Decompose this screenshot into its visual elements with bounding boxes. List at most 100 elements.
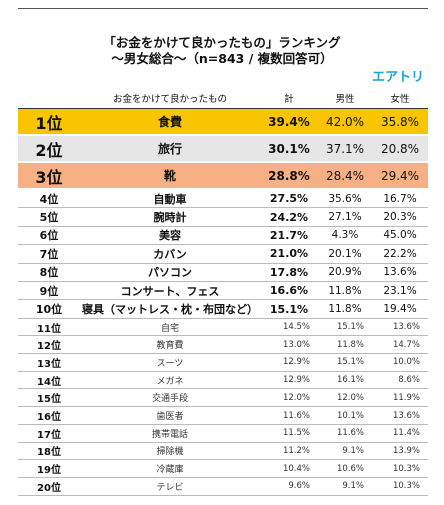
male-cell: 35.6% xyxy=(318,190,372,209)
total-cell: 17.8% xyxy=(260,264,318,282)
title: 「お金をかけて良かったもの」ランキング xyxy=(103,35,341,50)
rank-cell: 13位 xyxy=(18,354,80,372)
item-cell: テレビ xyxy=(80,478,260,496)
rank-cell: 6位 xyxy=(18,227,80,246)
column-header: 計 xyxy=(260,88,318,109)
rank-cell: 14位 xyxy=(18,372,80,390)
ranking-table: お金をかけて良かったもの計男性 女性 1位 食費 39.4% 42.0% 35.8% 2位 旅行… xyxy=(18,88,428,496)
total-cell: 16.6% xyxy=(260,282,318,301)
male-cell: 9.1% xyxy=(318,478,372,496)
total-cell: 13.0% xyxy=(260,336,318,355)
top-rule xyxy=(18,8,428,9)
total-cell: 39.4% xyxy=(260,109,318,136)
female-cell: 13.6% xyxy=(372,407,428,425)
item-cell: コンサート、フェス xyxy=(80,282,260,301)
table-row: 14位 メガネ 12.9% 16.1% 8.6% xyxy=(18,372,428,390)
table-row: 15位 交通手段 12.0% 12.0% 11.9% xyxy=(18,389,428,408)
total-cell: 21.7% xyxy=(260,227,318,246)
female-cell: 20.3% xyxy=(372,208,428,227)
male-cell: 37.1% xyxy=(318,136,372,163)
table-row: 4位 自動車 27.5% 35.6% 16.7% xyxy=(18,190,428,209)
item-cell: 腕時計 xyxy=(80,208,260,227)
male-cell: 12.0% xyxy=(318,389,372,408)
table-row: 3位靴 28.8% 28.4% 29.4% xyxy=(18,163,428,190)
female-cell: 20.8% xyxy=(372,136,428,163)
male-cell: 10.1% xyxy=(318,407,372,425)
rank-cell: 19位 xyxy=(18,460,80,478)
item-cell: 靴 xyxy=(80,163,260,190)
female-cell: 13.9% xyxy=(372,443,428,461)
total-cell: 14.5% xyxy=(260,319,318,337)
item-cell: パソコン xyxy=(80,264,260,282)
male-cell: 15.1% xyxy=(318,354,372,372)
male-cell: 16.1% xyxy=(318,372,372,390)
total-cell: 15.1% xyxy=(260,300,318,319)
female-cell: 13.6% xyxy=(372,319,428,337)
female-cell: 19.4% xyxy=(372,300,428,319)
item-cell: 自動車 xyxy=(80,190,260,209)
item-cell: 旅行 xyxy=(80,136,260,163)
total-cell: 30.1% xyxy=(260,136,318,163)
subtitle: ～男女総合～（n=843 / 複数回答可） xyxy=(111,51,333,66)
table-row: 19位 冷蔵庫 10.4% 10.6% 10.3% xyxy=(18,460,428,478)
item-cell: 歯医者 xyxy=(80,407,260,425)
male-cell: 27.1% xyxy=(318,208,372,227)
female-cell: 29.4% xyxy=(372,163,428,190)
table-row: 20位 テレビ 9.6% 9.1% 10.3% xyxy=(18,478,428,496)
total-cell: 11.5% xyxy=(260,425,318,443)
total-cell: 9.6% xyxy=(260,478,318,496)
rank-cell: 16位 xyxy=(18,407,80,425)
male-cell: 15.1% xyxy=(318,319,372,337)
table-row: 6位 美容 21.7% 4.3% 45.0% xyxy=(18,227,428,246)
female-cell: 10.0% xyxy=(372,354,428,372)
female-cell: 45.0% xyxy=(372,227,428,246)
rank-cell: 5位 xyxy=(18,208,80,227)
total-cell: 10.4% xyxy=(260,460,318,478)
male-cell: 42.0% xyxy=(318,109,372,136)
male-cell: 11.6% xyxy=(318,425,372,443)
table-row: 7位 カバン 21.0% 20.1% 22.2% xyxy=(18,245,428,264)
rank-cell: 4位 xyxy=(18,190,80,209)
table-row: 18位 掃除機 11.2% 9.1% 13.9% xyxy=(18,443,428,461)
total-cell: 12.9% xyxy=(260,354,318,372)
rank-cell: 3位 xyxy=(18,163,80,190)
female-cell: 35.8% xyxy=(372,109,428,136)
item-cell: 交通手段 xyxy=(80,389,260,408)
rank-cell: 15位 xyxy=(18,389,80,408)
item-cell: 冷蔵庫 xyxy=(80,460,260,478)
female-cell: 14.7% xyxy=(372,336,428,355)
rank-cell: 9位 xyxy=(18,282,80,301)
column-header: 女性 xyxy=(372,88,428,109)
rank-cell: 20位 xyxy=(18,478,80,496)
male-cell: 28.4% xyxy=(318,163,372,190)
male-cell: 11.8% xyxy=(318,282,372,301)
total-cell: 24.2% xyxy=(260,208,318,227)
female-cell: 23.1% xyxy=(372,282,428,301)
total-cell: 11.6% xyxy=(260,407,318,425)
item-cell: 自宅 xyxy=(80,319,260,337)
rank-cell: 10位 xyxy=(18,300,80,319)
rank-cell: 12位 xyxy=(18,336,80,355)
total-cell: 12.0% xyxy=(260,389,318,408)
total-cell: 21.0% xyxy=(260,245,318,264)
female-cell: 10.3% xyxy=(372,460,428,478)
female-cell: 22.2% xyxy=(372,245,428,264)
female-cell: 11.4% xyxy=(372,425,428,443)
table-row: 2位 旅行 30.1% 37.1% 20.8% xyxy=(18,136,428,163)
item-cell: 教育費 xyxy=(80,336,260,355)
female-cell: 13.6% xyxy=(372,264,428,282)
item-cell: 食費 xyxy=(80,109,260,136)
female-cell: 11.9% xyxy=(372,389,428,408)
rank-cell: 7位 xyxy=(18,245,80,264)
male-cell: 11.8% xyxy=(318,336,372,355)
column-header: お金をかけて良かったもの xyxy=(80,88,260,109)
table-row: 11位 自宅 14.5% 15.1% 13.6% xyxy=(18,319,428,337)
female-cell: 8.6% xyxy=(372,372,428,390)
item-cell: メガネ xyxy=(80,372,260,390)
item-cell: 掃除機 xyxy=(80,443,260,461)
rank-cell: 11位 xyxy=(18,319,80,337)
table-row: 12位 教育費 13.0% 11.8% 14.7% xyxy=(18,336,428,355)
male-cell: 20.9% xyxy=(318,264,372,282)
brand: エアトリ xyxy=(371,70,424,85)
total-cell: 27.5% xyxy=(260,190,318,209)
